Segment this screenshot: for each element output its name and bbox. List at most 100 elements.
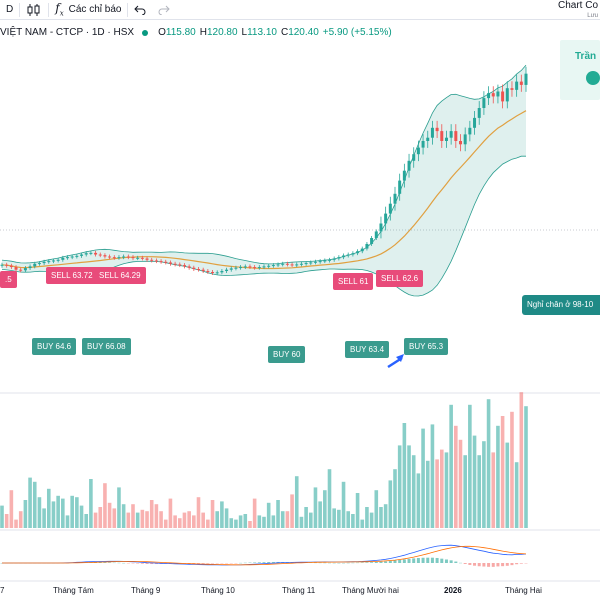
candle-body bbox=[126, 256, 130, 258]
symbol-title[interactable]: VIỆT NAM - CTCP · 1D · HSX bbox=[0, 27, 135, 38]
volume-bar bbox=[159, 511, 163, 528]
market-status-icon bbox=[142, 29, 149, 36]
volume-bar bbox=[140, 509, 145, 528]
volume-bar bbox=[285, 511, 290, 528]
candle-body bbox=[299, 263, 303, 265]
price-chart[interactable] bbox=[0, 40, 600, 582]
promo-toggle-icon bbox=[586, 71, 600, 85]
volume-bar bbox=[393, 469, 397, 528]
candles-icon bbox=[27, 3, 40, 16]
candle-body bbox=[444, 137, 448, 141]
sell-signal[interactable]: SELL 62.6 bbox=[376, 270, 424, 287]
candle-body bbox=[267, 265, 271, 267]
oscillator-histogram-bar bbox=[463, 563, 467, 564]
chart-type-button[interactable] bbox=[20, 0, 48, 20]
volume-bar bbox=[402, 423, 407, 528]
buy-signal[interactable]: BUY 65.3 bbox=[404, 338, 449, 355]
volume-bar bbox=[220, 501, 224, 528]
candle-body bbox=[454, 131, 458, 141]
candle-body bbox=[295, 264, 299, 266]
candle-body bbox=[220, 271, 224, 273]
volume-bar bbox=[425, 460, 430, 528]
buy-signal[interactable]: BUY 64.6 bbox=[32, 338, 77, 355]
candle-body bbox=[122, 256, 126, 258]
candle-body bbox=[197, 269, 200, 271]
candle-body bbox=[412, 154, 416, 161]
candle-body bbox=[416, 147, 420, 155]
annotation-note[interactable]: Nghỉ chân ở 98-10 bbox=[522, 295, 600, 315]
volume-bar bbox=[266, 502, 271, 528]
candle-body bbox=[309, 262, 313, 264]
volume-bar bbox=[103, 483, 107, 528]
oscillator-histogram-bar bbox=[365, 562, 369, 563]
oscillator-histogram-bar bbox=[482, 563, 486, 567]
volume-bar bbox=[262, 516, 266, 528]
candle-body bbox=[103, 255, 107, 257]
oscillator-histogram-bar bbox=[379, 561, 383, 563]
oscillator-histogram-bar bbox=[398, 559, 402, 563]
sell-signal[interactable]: SELL 61 bbox=[333, 273, 374, 290]
promo-panel[interactable]: Trần bbox=[560, 40, 600, 100]
sell-signal[interactable]: .5 bbox=[0, 271, 17, 288]
timeframe-button[interactable]: D bbox=[0, 0, 19, 20]
volume-bar bbox=[257, 515, 262, 528]
candle-body bbox=[393, 193, 397, 204]
volume-bar bbox=[224, 508, 229, 528]
buy-signal[interactable]: BUY 63.4 bbox=[345, 341, 390, 358]
oscillator-histogram-bar bbox=[412, 558, 416, 563]
oscillator-histogram-bar bbox=[510, 563, 514, 566]
oscillator-histogram-bar bbox=[505, 563, 509, 566]
candle-body bbox=[262, 266, 266, 268]
timeframe-label: D bbox=[6, 4, 14, 15]
promo-text: Trần bbox=[575, 51, 597, 62]
oscillator-histogram-bar bbox=[519, 563, 523, 564]
oscillator-histogram-bar bbox=[426, 557, 430, 563]
sell-signal[interactable]: SELL 63.72 bbox=[46, 267, 98, 284]
volume-bar bbox=[9, 490, 14, 528]
buy-signal[interactable]: BUY 60 bbox=[268, 346, 306, 363]
redo-button[interactable] bbox=[152, 0, 176, 20]
oscillator-histogram-bar bbox=[515, 563, 519, 565]
candle-body bbox=[131, 257, 135, 259]
oscillator-histogram-bar bbox=[262, 562, 266, 563]
volume-bar bbox=[168, 498, 173, 528]
candle-body bbox=[351, 253, 355, 255]
candle-body bbox=[98, 254, 102, 256]
oscillator-pane bbox=[0, 544, 528, 567]
volume-bar bbox=[248, 521, 252, 528]
undo-button[interactable] bbox=[128, 0, 152, 20]
chart-name-header[interactable]: Chart Co Lưu bbox=[558, 0, 598, 22]
volume-bar bbox=[182, 512, 187, 528]
chart-save-status: Lưu bbox=[587, 13, 598, 19]
oscillator-histogram-bar bbox=[491, 563, 495, 567]
candle-body bbox=[28, 266, 32, 269]
candle-body bbox=[47, 261, 51, 263]
volume-bar bbox=[276, 500, 280, 528]
volume-bar bbox=[206, 519, 210, 528]
oscillator-histogram-bar bbox=[271, 561, 275, 563]
volume-bar bbox=[304, 507, 308, 528]
volume-bar bbox=[444, 452, 449, 528]
function-icon: fx bbox=[55, 1, 64, 18]
candle-body bbox=[192, 267, 196, 270]
time-axis-label: Tháng 11 bbox=[282, 586, 316, 595]
candle-body bbox=[449, 131, 453, 138]
volume-bar bbox=[524, 406, 528, 528]
time-axis-label: Tháng Hai bbox=[505, 586, 542, 595]
volume-bar bbox=[482, 441, 486, 528]
candle-body bbox=[215, 272, 219, 274]
candle-body bbox=[136, 257, 140, 259]
indicators-button[interactable]: fx Các chỉ báo bbox=[49, 0, 127, 20]
volume-bar bbox=[70, 495, 74, 528]
sell-signal[interactable]: SELL 64.29 bbox=[94, 267, 146, 284]
volume-bar bbox=[121, 504, 126, 528]
buy-signal[interactable]: BUY 66.08 bbox=[82, 338, 131, 355]
volume-bar bbox=[280, 511, 285, 528]
volume-bar bbox=[4, 514, 9, 528]
volume-bar bbox=[243, 514, 248, 528]
low-label: L bbox=[241, 27, 248, 38]
candle-body bbox=[360, 248, 364, 252]
candle-body bbox=[313, 261, 317, 263]
volume-bar bbox=[407, 445, 411, 528]
volume-bar bbox=[500, 416, 505, 528]
